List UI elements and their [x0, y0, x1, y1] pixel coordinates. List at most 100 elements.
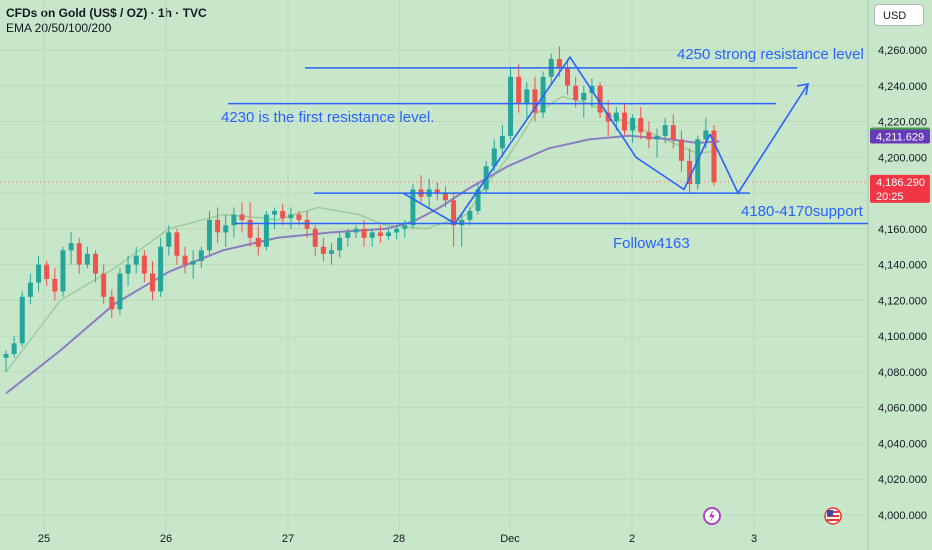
- y-tick-label: 4,000.000: [878, 510, 927, 522]
- candle-body: [613, 112, 619, 122]
- candle-body: [451, 200, 457, 226]
- candle-body: [329, 250, 335, 254]
- candle-body: [125, 264, 131, 274]
- candle-body: [76, 243, 82, 265]
- candle-body: [630, 117, 636, 131]
- time-axis[interactable]: 25 26 27 28 Dec 2 3: [38, 533, 757, 545]
- price-tag: [870, 174, 930, 203]
- candle-body: [459, 219, 465, 226]
- candle-body: [280, 210, 286, 219]
- candle-body: [101, 273, 107, 297]
- us-flag-icon[interactable]: [824, 507, 842, 525]
- x-tick-label: 25: [38, 533, 50, 545]
- candle-body: [198, 250, 204, 262]
- candle-body: [345, 232, 351, 238]
- y-tick-label: 4,120.000: [878, 295, 927, 307]
- candle-body: [263, 214, 269, 247]
- candle-body: [312, 228, 318, 247]
- candle-body: [247, 219, 253, 238]
- x-tick-label: 26: [160, 533, 172, 545]
- candle-body: [442, 193, 448, 201]
- arrow-head: [796, 82, 809, 96]
- candle-body: [231, 214, 237, 226]
- price-tag: [870, 129, 930, 144]
- candle-body: [52, 278, 58, 292]
- lightning-icon[interactable]: [703, 507, 721, 525]
- countdown-label: 20:25: [876, 191, 904, 203]
- y-tick-label: 4,140.000: [878, 260, 927, 272]
- candle-body: [93, 253, 99, 274]
- candle-body: [60, 250, 66, 292]
- candle-body: [27, 282, 33, 297]
- candle-body: [141, 255, 147, 274]
- price-tag-label: 4,186.290: [876, 177, 925, 189]
- candle-body: [84, 253, 90, 265]
- x-tick-label: 3: [751, 533, 757, 545]
- candle-body: [361, 228, 367, 238]
- candle-body: [190, 261, 196, 265]
- candle-body: [605, 112, 611, 122]
- candle-body: [394, 228, 400, 233]
- y-tick-label: 4,200.000: [878, 152, 927, 164]
- y-tick-label: 4,240.000: [878, 81, 927, 93]
- drawings: [228, 55, 868, 225]
- candle-body: [68, 243, 74, 251]
- candle-body: [296, 214, 302, 220]
- y-tick-label: 4,260.000: [878, 45, 927, 57]
- candle-body: [475, 189, 481, 211]
- candle-body: [670, 125, 676, 140]
- candle-body: [19, 296, 25, 344]
- annotations: 4250 strong resistance level 4230 is the…: [221, 46, 864, 252]
- x-tick-label: Dec: [500, 533, 520, 545]
- candle-body: [149, 273, 155, 292]
- candle-body: [3, 354, 9, 358]
- annotation-support: 4180-4170support: [741, 203, 864, 220]
- candle-body: [109, 296, 115, 310]
- y-tick-label: 4,080.000: [878, 367, 927, 379]
- price-axis[interactable]: 4,000.000 4,020.000 4,040.000 4,060.000 4,08…: [878, 45, 927, 522]
- candle-body: [36, 264, 42, 283]
- candle-body: [654, 135, 660, 140]
- candle-body: [223, 225, 229, 233]
- currency-button[interactable]: USD: [874, 4, 924, 26]
- candle-body: [703, 130, 709, 140]
- candle-body: [516, 76, 522, 104]
- y-tick-label: 4,040.000: [878, 438, 927, 450]
- indicator-legend[interactable]: EMA 20/50/100/200: [6, 21, 112, 35]
- candle-body: [158, 246, 164, 292]
- annotation-follow: Follow4163: [613, 235, 690, 252]
- gridlines: [0, 0, 869, 550]
- candle-body: [597, 85, 603, 113]
- candle-body: [434, 189, 440, 194]
- x-tick-label: 27: [282, 533, 294, 545]
- candle-body: [621, 112, 627, 131]
- candle-body: [272, 210, 278, 215]
- y-tick-label: 4,160.000: [878, 224, 927, 236]
- candle-body: [467, 210, 473, 220]
- y-tick-label: 4,060.000: [878, 403, 927, 415]
- candle-body: [166, 232, 172, 247]
- price-tag-label: 4,211.629: [876, 132, 924, 144]
- candle-body: [687, 160, 693, 185]
- candle-body: [320, 246, 326, 254]
- candle-body: [565, 67, 571, 86]
- candle-body: [556, 58, 562, 68]
- x-tick-label: 2: [629, 533, 635, 545]
- candle-body: [499, 135, 505, 149]
- y-tick-label: 4,020.000: [878, 474, 927, 486]
- projection-path: [709, 83, 809, 195]
- candle-body: [377, 232, 383, 236]
- candle-body: [524, 89, 530, 104]
- candle-body: [215, 219, 221, 233]
- candle-body: [44, 264, 50, 279]
- candle-body: [491, 148, 497, 167]
- candle-body: [711, 130, 717, 183]
- candle-body: [174, 232, 180, 256]
- candle-body: [182, 255, 188, 265]
- candle-body: [385, 232, 391, 236]
- candle-body: [369, 232, 375, 238]
- candle-body: [304, 219, 310, 229]
